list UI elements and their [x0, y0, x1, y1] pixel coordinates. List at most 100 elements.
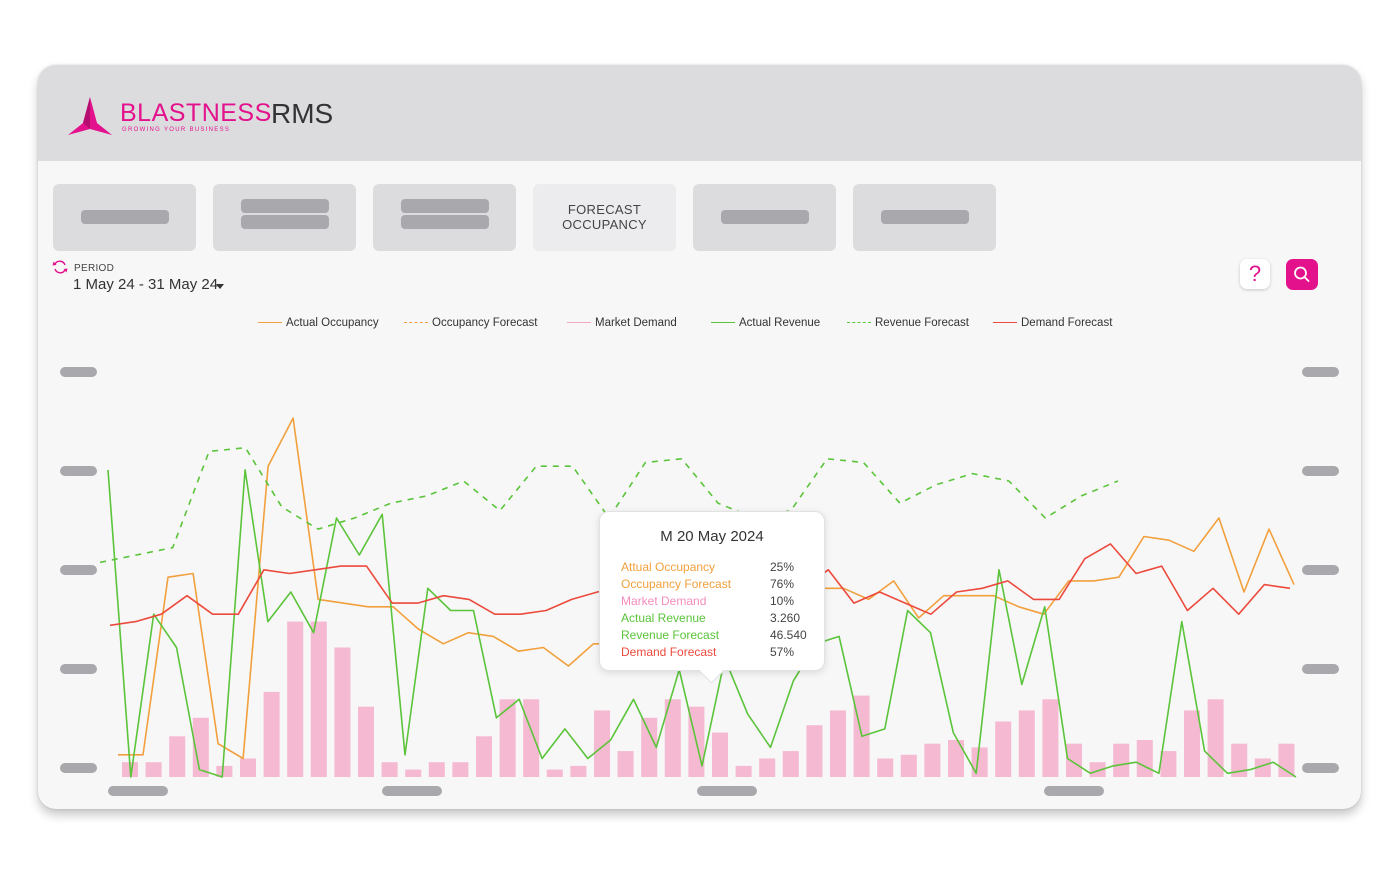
market-demand-bar[interactable]: [1254, 758, 1271, 778]
tooltip-row-value: 10%: [770, 594, 795, 608]
x-axis-label: [697, 786, 757, 796]
market-demand-bar[interactable]: [594, 710, 610, 777]
x-axis-label: [108, 786, 168, 796]
y-axis-right-label: [1302, 565, 1339, 575]
tooltip-title: M 20 May 2024: [660, 528, 764, 545]
market-demand-bar[interactable]: [570, 765, 587, 777]
chart-tooltip: M 20 May 2024 Attual Occupancy 25% Occupan…: [599, 511, 825, 671]
tooltip-row: Actual Revenue 3.260: [621, 611, 811, 628]
market-demand-bar[interactable]: [712, 732, 728, 777]
y-axis-left-label: [60, 466, 97, 476]
actual-revenue-line[interactable]: [107, 469, 1297, 778]
market-demand-bar[interactable]: [499, 699, 516, 777]
market-demand-bar[interactable]: [877, 758, 894, 778]
market-demand-bar[interactable]: [287, 621, 304, 777]
tooltip-row: Revenue Forecast 46.540: [621, 628, 811, 645]
market-demand-bar[interactable]: [1018, 710, 1035, 777]
x-axis-label: [382, 786, 442, 796]
tooltip-row-value: 3.260: [770, 611, 801, 625]
market-demand-bar[interactable]: [1207, 699, 1224, 777]
market-demand-bar[interactable]: [641, 717, 658, 777]
market-demand-bar[interactable]: [263, 691, 280, 777]
legend-label: Demand Forecast: [1021, 317, 1113, 329]
tab-6[interactable]: [853, 184, 996, 251]
market-demand-bar[interactable]: [452, 762, 469, 777]
y-axis-right-label: [1302, 664, 1339, 674]
help-button[interactable]: ?: [1240, 259, 1270, 289]
market-demand-bar[interactable]: [948, 740, 964, 777]
tab-1[interactable]: [53, 184, 196, 251]
logo-text: BLASTNESS: [120, 99, 272, 127]
x-axis-label: [1044, 786, 1104, 796]
legend-item[interactable]: Actual Occupancy: [258, 317, 379, 329]
market-demand-bar[interactable]: [1113, 743, 1130, 777]
period-selector[interactable]: 1 May 24 - 31 May 24: [73, 276, 219, 293]
market-demand-bar[interactable]: [1278, 743, 1295, 777]
legend-item[interactable]: Revenue Forecast: [847, 317, 969, 329]
market-demand-bar[interactable]: [169, 736, 186, 777]
market-demand-bar[interactable]: [428, 762, 445, 777]
market-demand-bar[interactable]: [664, 699, 681, 777]
tab-4[interactable]: FORECAST OCCUPANCY: [533, 184, 676, 251]
y-axis-left-label: [60, 565, 97, 575]
legend-item[interactable]: Market Demand: [567, 317, 677, 329]
market-demand-bar[interactable]: [216, 765, 233, 777]
market-demand-bar[interactable]: [1066, 743, 1082, 777]
chevron-down-icon[interactable]: [216, 284, 224, 289]
market-demand-bar[interactable]: [334, 647, 351, 778]
market-demand-bar[interactable]: [900, 754, 917, 777]
market-demand-bar[interactable]: [145, 762, 162, 777]
legend-item[interactable]: Actual Revenue: [711, 317, 820, 329]
market-demand-bar[interactable]: [924, 743, 941, 777]
refresh-icon[interactable]: [52, 259, 68, 275]
market-demand-bar[interactable]: [405, 769, 422, 777]
y-axis-left-label: [60, 367, 97, 377]
market-demand-bar[interactable]: [1184, 710, 1200, 777]
y-axis-right-label: [1302, 466, 1339, 476]
question-icon: ?: [1248, 261, 1262, 286]
period-label: PERIOD: [74, 263, 115, 274]
market-demand-bar[interactable]: [1089, 762, 1106, 777]
market-demand-bar[interactable]: [310, 621, 327, 777]
search-button[interactable]: [1286, 259, 1318, 290]
tooltip-row-value: 76%: [770, 577, 795, 591]
market-demand-bar[interactable]: [830, 710, 846, 777]
tab-3[interactable]: [373, 184, 516, 251]
tooltip-row: Market Demand 10%: [621, 594, 811, 611]
blastness-logo-icon: [68, 97, 112, 135]
forecast-chart: [99, 417, 1297, 778]
market-demand-bar[interactable]: [971, 747, 988, 777]
market-demand-bar[interactable]: [735, 765, 752, 777]
market-demand-bar[interactable]: [523, 699, 540, 777]
legend-item[interactable]: Demand Forecast: [993, 317, 1112, 329]
tab-label-placeholder: [241, 199, 329, 213]
tab-5[interactable]: [693, 184, 836, 251]
market-demand-bar[interactable]: [1231, 743, 1248, 777]
legend-label: Actual Occupancy: [286, 317, 379, 329]
market-demand-bar[interactable]: [1136, 740, 1153, 777]
tooltip-row-label: Actual Revenue: [621, 611, 706, 625]
market-demand-bar[interactable]: [546, 769, 563, 777]
tab-label-placeholder: [881, 210, 969, 224]
tab-label-placeholder: [401, 215, 489, 229]
tooltip-row: Demand Forecast 57%: [621, 645, 811, 662]
market-demand-bar[interactable]: [995, 721, 1012, 778]
market-demand-bar[interactable]: [358, 706, 374, 777]
market-demand-bar[interactable]: [476, 736, 492, 777]
market-demand-bar[interactable]: [192, 717, 209, 777]
market-demand-bar[interactable]: [1160, 751, 1177, 777]
legend-item[interactable]: Occupancy Forecast: [404, 317, 537, 329]
market-demand-bar[interactable]: [759, 758, 776, 778]
legend-swatch: [567, 322, 591, 324]
market-demand-bar[interactable]: [240, 758, 256, 778]
tooltip-row-label: Occupancy Forecast: [621, 577, 732, 591]
tab-2[interactable]: [213, 184, 356, 251]
tooltip-row: Occupancy Forecast 76%: [621, 577, 811, 594]
tooltip-row-value: 25%: [770, 560, 795, 574]
market-demand-bar[interactable]: [782, 751, 799, 777]
market-demand-bar[interactable]: [1042, 699, 1059, 777]
market-demand-bar[interactable]: [381, 762, 398, 777]
market-demand-bar[interactable]: [806, 725, 823, 777]
market-demand-bar[interactable]: [617, 751, 634, 777]
legend-label: Revenue Forecast: [875, 317, 969, 329]
